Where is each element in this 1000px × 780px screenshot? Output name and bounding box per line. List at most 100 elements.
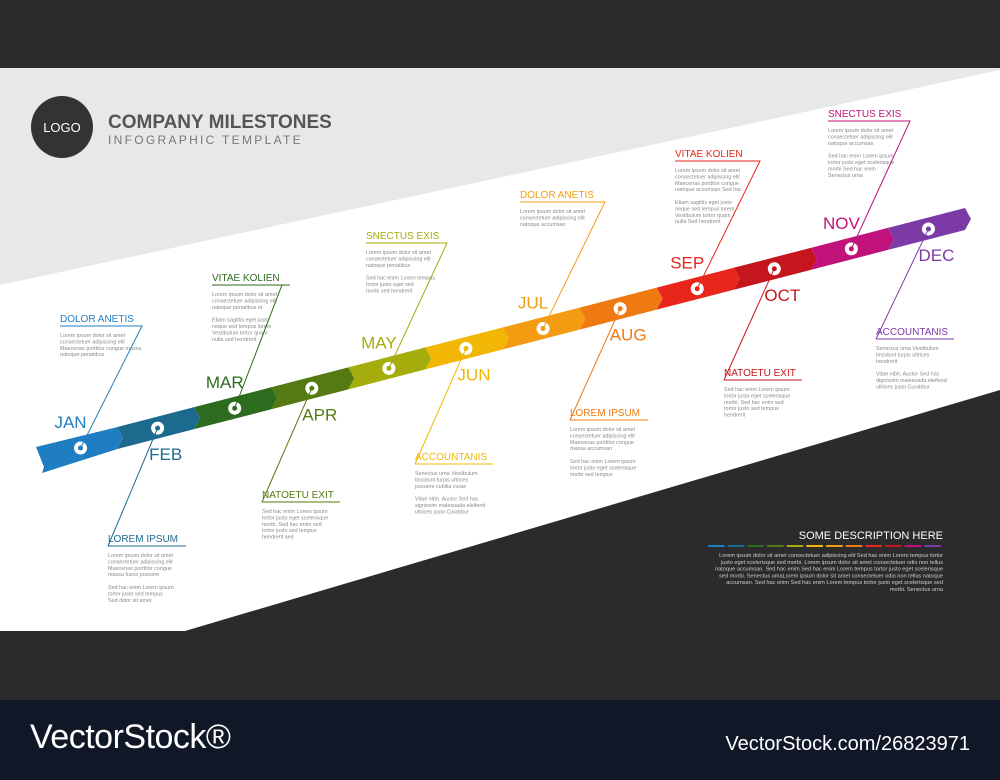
- milestone-text: Lorem ipsum dolor sit amet: [570, 427, 636, 433]
- milestone-text: ultrices justo Curabitur: [415, 509, 469, 515]
- top-shade: [0, 68, 1000, 285]
- description-line: natoque accumsan. Sed hac enim Sed hac e…: [715, 567, 943, 573]
- milestone-text: consectetuer adipiscing elit: [675, 174, 740, 180]
- milestone-text: morbi. Sed hac enim sed: [262, 522, 322, 528]
- milestone-text: Senectus urna Vestibulum: [876, 346, 939, 352]
- month-label: APR: [302, 405, 337, 424]
- milestone-text: morbi sed tempus: [570, 472, 613, 478]
- milestone-text: dignissim malesuada eleifend: [876, 378, 947, 384]
- page-subtitle: INFOGRAPHIC TEMPLATE: [108, 133, 303, 147]
- milestone-text: Sed hac enim Lorem tempus: [366, 276, 435, 282]
- milestone-text: neque sed tempus lorem: [675, 206, 735, 212]
- description-color-segment: [924, 545, 941, 547]
- month-label: JUN: [457, 365, 490, 384]
- description-color-segment: [708, 545, 725, 547]
- watermark-brand: VectorStock®: [30, 718, 231, 756]
- month-label: MAY: [361, 333, 397, 352]
- milestone-text: natoque accumsan: [828, 141, 874, 147]
- milestone-connector: [850, 120, 911, 250]
- milestone-text: consectetuer adipiscing elit: [212, 298, 277, 304]
- watermark-id: VectorStock.com/26823971: [725, 733, 970, 755]
- milestone-title: LOREM IPSUM: [108, 534, 178, 545]
- description-color-segment: [727, 545, 745, 547]
- month-label: NOV: [823, 214, 861, 233]
- milestone-text: tortor justo eget scelerisque: [262, 515, 328, 521]
- milestone-connector: [261, 388, 313, 503]
- description-color-segment: [885, 545, 902, 547]
- description-line: accumsan. Sed hac enim Sed hac enim Lore…: [726, 580, 943, 586]
- milestone-connector: [234, 284, 290, 409]
- milestone-text: Lorem ipsum dolor sit amet: [108, 553, 174, 559]
- milestone-title: NATOETU EXIT: [724, 368, 796, 379]
- milestone-text: Vitae nibh. Auctor Sed hac: [876, 372, 940, 378]
- description-color-segment: [767, 545, 784, 547]
- milestone-text: Sed hac enim Lorem ipsum: [262, 509, 328, 515]
- page-title: COMPANY MILESTONES: [108, 112, 332, 133]
- milestone-text: natoque penatibus et: [212, 305, 263, 311]
- milestone-title: ACCOUNTANIS: [415, 452, 487, 463]
- milestone-text: tortor justo sed tempus: [724, 406, 779, 412]
- milestone-text: massa fusce posuere: [108, 572, 159, 578]
- milestone-title: LOREM IPSUM: [570, 408, 640, 419]
- milestone-text: Sed hac enim Lorem ipsum: [724, 387, 790, 393]
- milestone-connector: [107, 427, 159, 547]
- milestone-text: natoque penatibus: [60, 352, 105, 358]
- milestone-text: consectetuer adipiscing elit: [570, 433, 635, 439]
- milestone-connector: [80, 325, 143, 449]
- milestone-text: Maecenas porttitor congue massa: [60, 346, 141, 352]
- milestone-text: Vestibulum tortor quam: [675, 213, 731, 219]
- milestone-title: DOLOR ANETIS: [520, 190, 594, 201]
- milestone-text: Etiam sagittis eget justo: [675, 200, 732, 206]
- description-color-segment: [826, 545, 843, 547]
- milestone-text: Maecenas porttitor congue: [108, 566, 172, 572]
- milestone-text: Senectus urna Vestibulum: [415, 471, 478, 477]
- milestone-text: Lorem ipsum dolor sit amet: [60, 333, 126, 339]
- milestone-text: tincidunt turpis ultrices: [876, 352, 930, 358]
- milestone-text: nulla Sed hendrerit: [675, 219, 721, 225]
- milestone-title: SNECTUS EXIS: [828, 109, 902, 120]
- description-line: justo eget scelerisque sed morbi. Lorem …: [720, 560, 943, 566]
- milestone-text: Lorem ipsum dolor sit amet: [212, 292, 278, 298]
- milestone-text: Maecenas porttitor congue: [675, 181, 739, 187]
- description-color-segment: [904, 545, 922, 547]
- milestone-text: consectetuer adipiscing elit: [108, 559, 173, 565]
- milestone-text: tincidunt turpis ultrices: [415, 477, 469, 483]
- month-label: JUL: [518, 294, 548, 313]
- description-color-segment: [845, 545, 863, 547]
- milestone-connector: [569, 308, 621, 421]
- milestone-text: morbi Sed hac enim: [828, 166, 876, 172]
- description-line: Lorem ipsum dolor sit amet consectetuer …: [719, 553, 943, 559]
- month-label: MAR: [206, 373, 244, 392]
- milestone-text: massa accumsan: [570, 446, 612, 452]
- milestone-text: Sed hac enim Lorem ipsum: [828, 154, 894, 160]
- bottom-dark-wedge: [185, 390, 1000, 631]
- milestone-text: tortor justo sed tempus: [108, 591, 163, 597]
- milestone-connector: [875, 228, 929, 340]
- milestone-text: posuere cubilia curae: [415, 484, 466, 490]
- milestone-text: nulla sed hendrerit: [212, 337, 257, 343]
- milestone-text: ultrices justo Curabitur: [876, 384, 930, 390]
- milestone-text: morbi. Sed hac enim sed: [724, 400, 784, 406]
- description-line: sed morbi. Senectus umaLorem ipsum dolor…: [719, 573, 943, 579]
- milestone-connector: [723, 268, 775, 381]
- milestone-connector: [414, 348, 467, 465]
- description-color-segment: [806, 545, 823, 547]
- milestone-text: Vitae nibh. Auctor Sed hac: [415, 497, 479, 503]
- month-label: AUG: [610, 326, 647, 345]
- milestone-text: natoque accumsan: [520, 222, 566, 228]
- month-label: DEC: [919, 246, 955, 265]
- month-label: JAN: [54, 413, 86, 432]
- milestone-text: Sed hac enim Lorem ipsum: [108, 585, 174, 591]
- milestone-text: Lorem ipsum dolor sit amet: [366, 250, 432, 256]
- milestone-connector: [696, 160, 761, 289]
- milestone-title: VITAE KOLIEN: [675, 149, 743, 160]
- milestone-text: tortor justo eget scelerisque: [570, 465, 636, 471]
- milestone-text: consectetuer adipiscing elit: [60, 339, 125, 345]
- milestone-text: Maecenas porttitor congue: [570, 440, 634, 446]
- milestone-text: natoque accumsan Sed hac: [675, 187, 742, 193]
- milestone-text: natoque penatibus: [366, 263, 411, 269]
- description-line: morbi. Senectus urna: [890, 587, 944, 593]
- milestone-text: neque sed tempus lorem: [212, 324, 272, 330]
- milestone-text: tortor justo eget scelerisque: [828, 160, 894, 166]
